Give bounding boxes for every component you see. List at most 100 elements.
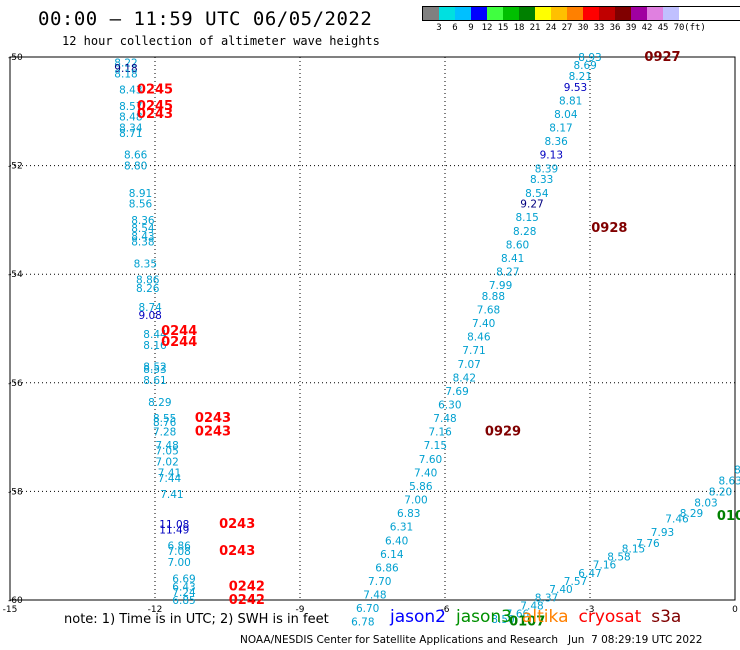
wave-height-label: 7.69	[445, 386, 468, 398]
legend-swatch	[551, 7, 567, 20]
wave-height-label: 8.69	[573, 60, 596, 72]
wave-height-label: 6.69	[172, 573, 195, 585]
time-label: 0929	[485, 425, 521, 440]
wave-height-label: 8.34	[119, 123, 143, 135]
wave-height-label: 8.15	[515, 212, 538, 224]
wave-height-label: 8.16	[143, 340, 167, 352]
time-label: 0927	[644, 50, 680, 65]
chart-subtitle: 12 hour collection of altimeter wave hei…	[62, 34, 380, 48]
time-label: 0108	[717, 509, 740, 524]
wave-height-label: 8	[734, 465, 740, 477]
y-tick-label: -60	[8, 596, 23, 606]
time-label: 0243	[195, 411, 231, 426]
satellite-s3a: s3a	[651, 607, 682, 627]
wave-height-label: 8.52	[143, 362, 166, 374]
time-label: 0242	[229, 579, 265, 594]
time-label: 0244	[161, 324, 197, 339]
wave-height-label: 8.27	[496, 266, 519, 278]
legend-label: 9	[468, 23, 474, 33]
wave-height-label: 7.16	[428, 427, 452, 439]
y-tick-label: -58	[8, 487, 23, 497]
wave-height-label: 9.08	[138, 310, 161, 322]
wave-height-label: 8.91	[129, 188, 152, 200]
wave-height-label: 7.44	[158, 473, 182, 485]
legend-label: 6	[452, 23, 458, 33]
wave-height-label: 7.16	[593, 560, 617, 572]
legend-label: 12	[481, 23, 493, 33]
legend-label: 33	[593, 23, 605, 33]
legend-swatch	[423, 7, 439, 20]
wave-height-label: 8.21	[569, 71, 592, 83]
wave-height-label: 6.85	[172, 595, 195, 607]
wave-height-label: 8.26	[136, 283, 160, 295]
wave-height-label: 7.41	[160, 489, 183, 501]
wave-height-label: 6.83	[397, 508, 420, 520]
wave-height-label: 7.48	[155, 440, 178, 452]
wave-height-label: 6.47	[578, 568, 601, 580]
legend-label: 21	[529, 23, 541, 33]
wave-height-label: 7.40	[472, 318, 495, 330]
wave-height-label: 7.40	[549, 584, 572, 596]
wave-height-label: 8.22	[114, 57, 137, 69]
wave-height-label: 7.48	[363, 590, 386, 602]
wave-height-label: 7.02	[155, 457, 178, 469]
wave-height-label: 7.76	[636, 538, 660, 550]
wave-height-label: 7.48	[433, 413, 456, 425]
wave-height-label: 7.68	[477, 304, 500, 316]
legend-swatch	[487, 7, 503, 20]
wave-height-label: 6.40	[385, 535, 408, 547]
wave-height-label: 8.54	[131, 223, 155, 235]
wave-height-label: 7.24	[172, 587, 196, 599]
wave-height-label: 7.48	[520, 600, 543, 612]
wave-height-label: 8.18	[114, 68, 137, 80]
wave-height-label: 8.48	[119, 112, 142, 124]
wave-height-label: 7.08	[167, 546, 190, 558]
wave-height-label: 8.61	[143, 375, 166, 387]
wave-height-label: 8.50	[491, 614, 514, 626]
legend-swatch	[631, 7, 647, 20]
legend-label: (ft)	[684, 23, 706, 33]
wave-height-label: 8.76	[153, 417, 177, 429]
x-tick-label: -15	[3, 605, 18, 615]
wave-height-label: 6.70	[356, 603, 379, 615]
wave-height-label: 8.53	[143, 364, 166, 376]
wave-height-label: 8.04	[554, 109, 578, 121]
wave-height-label: 8.60	[506, 239, 529, 251]
wave-height-label: 8.17	[549, 123, 572, 135]
wave-height-label: 7.66	[506, 609, 530, 621]
chart-title: 00:00 – 11:59 UTC 06/05/2022	[38, 8, 373, 30]
wave-height-label: 7.71	[462, 345, 485, 357]
wave-height-label: 8.55	[153, 413, 176, 425]
legend-labels: 3 6 9 12 15 18 21 24 27 30 33 36 39 42 45 70 (ft)	[422, 21, 740, 35]
legend-label: 42	[641, 23, 653, 33]
x-tick-label: -9	[296, 605, 305, 615]
x-tick-label: -6	[441, 605, 450, 615]
wave-height-label: 8.39	[535, 163, 558, 175]
chart-note: note: 1) Time is in UTC; 2) SWH is in fe…	[64, 612, 329, 627]
chart-grid	[10, 57, 735, 600]
legend-label: 70	[673, 23, 685, 33]
x-tick-label: -12	[148, 605, 163, 615]
wave-height-label: 6.43	[172, 581, 195, 593]
wave-height-label: 7.07	[457, 359, 480, 371]
time-label: 0242	[229, 593, 265, 608]
wave-height-label: 7.93	[651, 527, 674, 539]
wave-height-label: 8.42	[453, 372, 476, 384]
x-tick-label: -3	[586, 605, 595, 615]
wave-height-label: 7.40	[414, 467, 437, 479]
wave-height-label: 7.00	[404, 495, 427, 507]
wave-height-label: 8.36	[131, 215, 155, 227]
legend-swatch	[679, 7, 695, 20]
wave-height-label: 8.63	[718, 476, 740, 488]
legend-label: 3	[436, 23, 442, 33]
legend-swatch	[583, 7, 599, 20]
chart-axes: -15 -12 -9 -6 -3 0 -50 -52 -54 -56 -58 -60	[3, 53, 738, 615]
credit-line: NOAA/NESDIS Center for Satellite Applica…	[240, 634, 703, 646]
wave-height-label: 6.78	[351, 617, 374, 629]
time-label: 0245	[137, 99, 173, 114]
legend-swatch	[503, 7, 519, 20]
wave-height-label: 8.66	[124, 150, 148, 162]
wave-height-label: 5.86	[409, 481, 433, 493]
legend-label: 18	[513, 23, 525, 33]
